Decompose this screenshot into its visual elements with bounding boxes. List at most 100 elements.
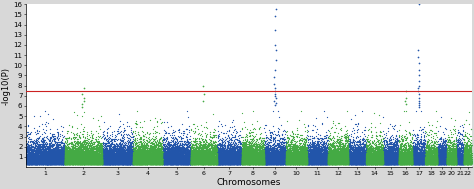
Point (98, 162, 106, 165)
Point (61, 160, 68, 163)
Point (87, 130, 94, 133)
Point (283, 161, 291, 164)
Point (25, 155, 32, 158)
Point (124, 161, 131, 164)
Point (60, 160, 67, 163)
Point (61, 160, 68, 163)
Point (248, 144, 256, 147)
Point (382, 153, 389, 156)
Point (254, 162, 262, 165)
Point (138, 160, 146, 163)
Point (414, 162, 422, 165)
Point (113, 162, 121, 165)
Point (229, 154, 237, 157)
Point (457, 163, 465, 166)
Point (88, 149, 95, 152)
Point (203, 162, 211, 165)
Point (191, 149, 198, 152)
Point (217, 156, 225, 160)
Point (229, 155, 237, 158)
Point (63, 154, 71, 157)
Point (385, 146, 392, 149)
Point (99, 162, 106, 165)
Point (36, 154, 44, 157)
Point (346, 162, 353, 165)
Point (325, 156, 332, 160)
Point (375, 147, 383, 150)
Point (466, 162, 474, 165)
Point (199, 149, 207, 152)
Point (56, 161, 64, 164)
Point (295, 157, 303, 160)
Point (73, 113, 81, 116)
Point (323, 160, 331, 163)
Point (188, 160, 196, 163)
Point (50, 149, 58, 152)
Point (226, 161, 234, 164)
Point (462, 160, 470, 163)
Point (363, 161, 370, 164)
Point (277, 161, 284, 164)
Point (28, 156, 36, 159)
Point (411, 160, 419, 163)
Point (204, 162, 211, 165)
Point (119, 160, 127, 163)
Point (264, 161, 271, 164)
Point (299, 158, 306, 161)
Point (346, 159, 354, 162)
Point (369, 146, 376, 149)
Point (225, 163, 232, 166)
Point (196, 162, 204, 165)
Point (165, 162, 173, 165)
Point (461, 149, 469, 152)
Point (152, 158, 159, 161)
Point (104, 155, 111, 158)
Point (409, 160, 416, 163)
Point (329, 158, 337, 161)
Point (392, 159, 400, 162)
Point (75, 154, 83, 157)
Point (463, 152, 471, 155)
Point (251, 150, 258, 153)
Point (237, 161, 244, 164)
Point (468, 152, 474, 155)
Point (457, 139, 465, 142)
Point (437, 162, 444, 165)
Point (190, 162, 197, 165)
Point (25, 157, 32, 160)
Point (255, 163, 263, 166)
Point (410, 161, 418, 164)
Point (445, 158, 453, 161)
Point (309, 160, 317, 163)
Point (358, 160, 366, 163)
Point (450, 153, 457, 156)
Point (292, 161, 299, 164)
Point (401, 160, 409, 163)
Point (328, 150, 336, 153)
Point (402, 150, 410, 153)
Point (376, 160, 383, 163)
Point (184, 159, 192, 162)
Point (82, 158, 90, 161)
Point (153, 160, 160, 163)
Point (391, 159, 399, 162)
Point (144, 161, 152, 164)
Point (219, 140, 227, 143)
Point (438, 161, 446, 164)
Point (72, 160, 80, 163)
Point (101, 160, 109, 163)
Point (396, 157, 404, 160)
Point (299, 160, 306, 163)
Point (375, 160, 383, 163)
Point (270, 156, 277, 159)
Point (97, 156, 105, 159)
Point (200, 147, 207, 150)
Point (260, 147, 267, 150)
Point (409, 159, 416, 162)
Point (429, 161, 437, 164)
Point (292, 163, 299, 166)
Point (256, 158, 264, 161)
Point (90, 162, 98, 165)
Point (91, 153, 99, 156)
Point (70, 161, 78, 164)
